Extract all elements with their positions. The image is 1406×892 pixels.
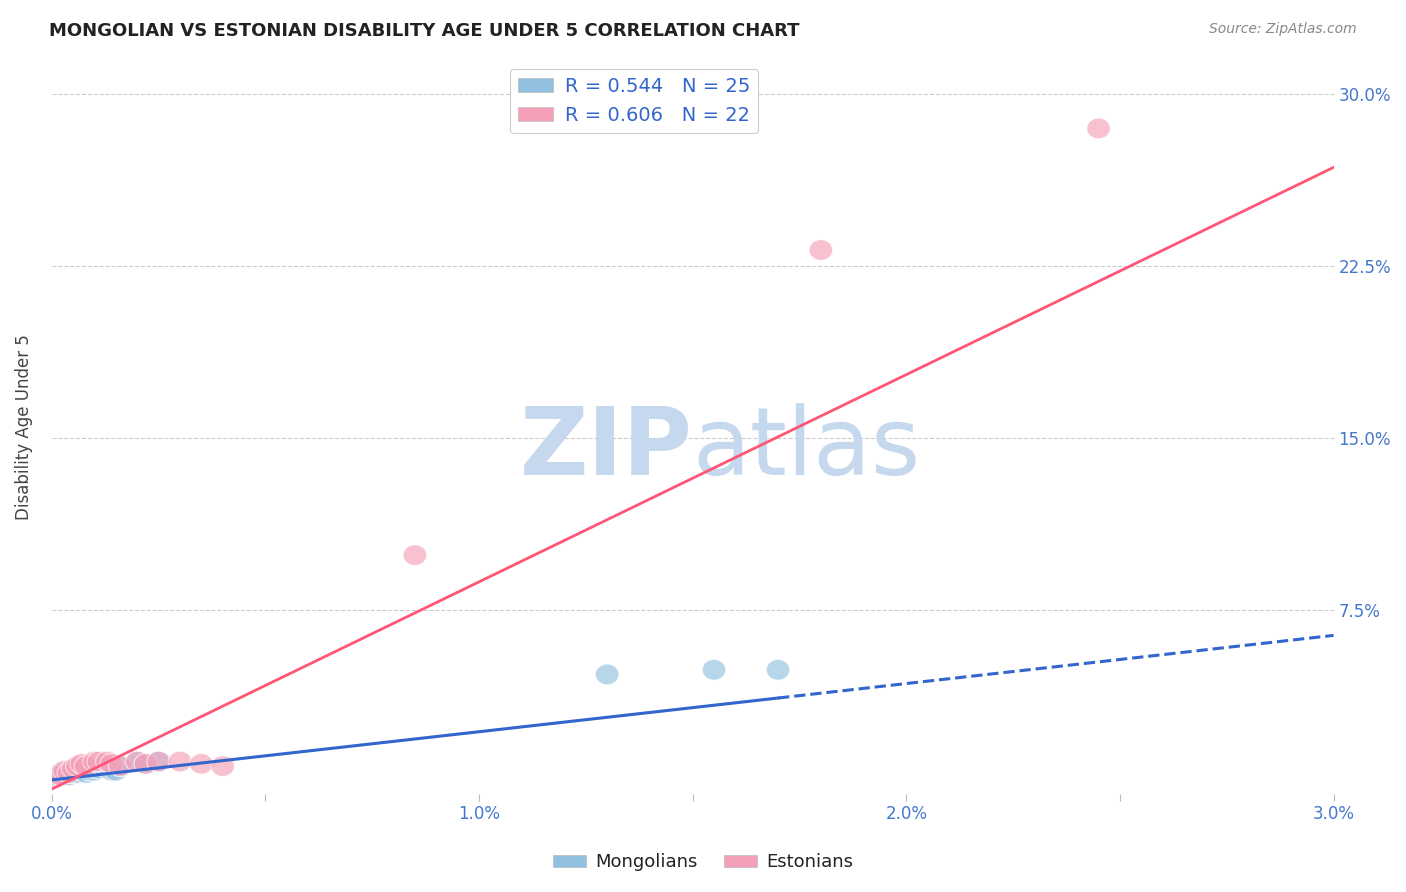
Ellipse shape: [134, 754, 157, 774]
Text: MONGOLIAN VS ESTONIAN DISABILITY AGE UNDER 5 CORRELATION CHART: MONGOLIAN VS ESTONIAN DISABILITY AGE UND…: [49, 22, 800, 40]
Ellipse shape: [75, 756, 97, 776]
Ellipse shape: [134, 754, 157, 774]
Ellipse shape: [70, 760, 93, 781]
Ellipse shape: [44, 767, 67, 788]
Ellipse shape: [702, 659, 725, 680]
Ellipse shape: [211, 756, 235, 776]
Y-axis label: Disability Age Under 5: Disability Age Under 5: [15, 334, 32, 519]
Ellipse shape: [58, 763, 80, 783]
Ellipse shape: [83, 758, 107, 779]
Ellipse shape: [108, 756, 132, 776]
Text: Source: ZipAtlas.com: Source: ZipAtlas.com: [1209, 22, 1357, 37]
Ellipse shape: [91, 756, 115, 776]
Ellipse shape: [53, 765, 76, 786]
Ellipse shape: [49, 763, 72, 783]
Ellipse shape: [146, 751, 170, 772]
Legend: R = 0.544   N = 25, R = 0.606   N = 22: R = 0.544 N = 25, R = 0.606 N = 22: [510, 70, 758, 133]
Text: atlas: atlas: [693, 402, 921, 495]
Ellipse shape: [125, 751, 149, 772]
Ellipse shape: [96, 756, 120, 776]
Ellipse shape: [87, 751, 111, 772]
Ellipse shape: [83, 751, 107, 772]
Ellipse shape: [62, 763, 84, 783]
Ellipse shape: [100, 754, 124, 774]
Ellipse shape: [96, 751, 120, 772]
Ellipse shape: [190, 754, 214, 774]
Ellipse shape: [66, 763, 89, 783]
Ellipse shape: [404, 545, 426, 566]
Ellipse shape: [104, 760, 128, 781]
Ellipse shape: [79, 760, 103, 781]
Ellipse shape: [169, 751, 191, 772]
Ellipse shape: [66, 756, 89, 776]
Ellipse shape: [58, 763, 80, 783]
Ellipse shape: [62, 758, 84, 779]
Ellipse shape: [108, 756, 132, 776]
Ellipse shape: [49, 765, 72, 786]
Ellipse shape: [595, 664, 619, 685]
Legend: Mongolians, Estonians: Mongolians, Estonians: [546, 847, 860, 879]
Ellipse shape: [70, 754, 93, 774]
Ellipse shape: [146, 751, 170, 772]
Ellipse shape: [49, 765, 72, 786]
Ellipse shape: [53, 760, 76, 781]
Ellipse shape: [766, 659, 790, 680]
Ellipse shape: [87, 758, 111, 779]
Ellipse shape: [44, 765, 67, 786]
Ellipse shape: [75, 763, 97, 783]
Ellipse shape: [125, 751, 149, 772]
Ellipse shape: [1087, 118, 1111, 139]
Ellipse shape: [808, 240, 832, 260]
Ellipse shape: [58, 765, 80, 786]
Ellipse shape: [100, 760, 124, 781]
Ellipse shape: [83, 760, 107, 781]
Text: ZIP: ZIP: [520, 402, 693, 495]
